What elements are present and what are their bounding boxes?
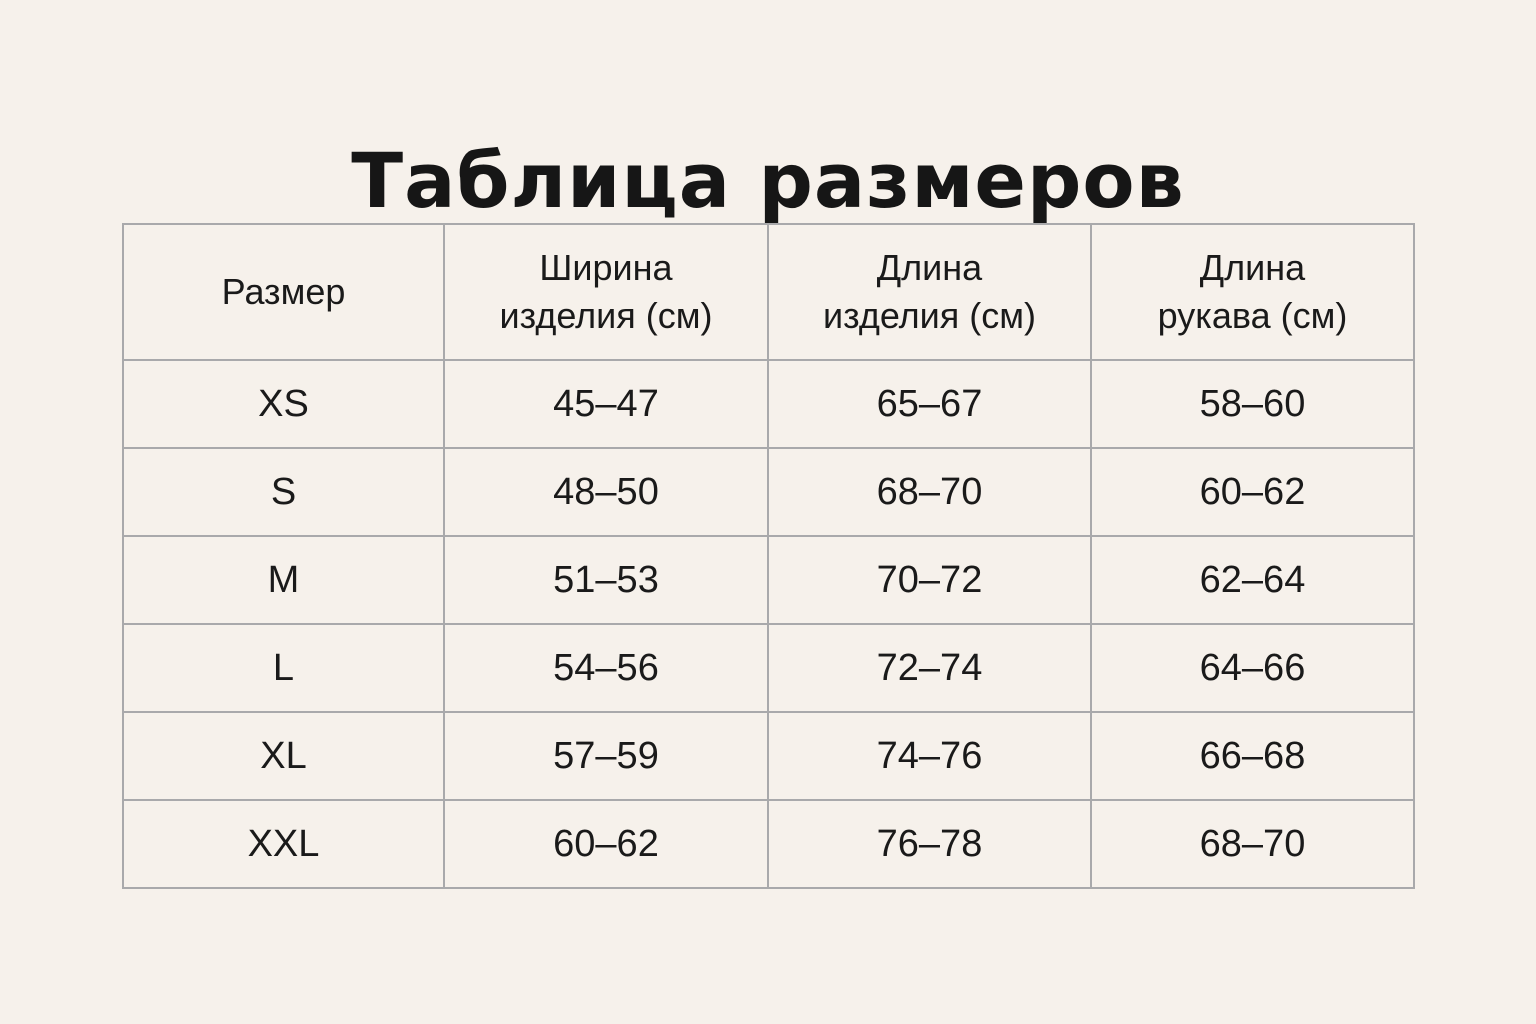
header-length: Длина изделия (см)	[767, 223, 1092, 361]
table-row: XXL 60–62 76–78 68–70	[122, 799, 1415, 889]
table-row: XL 57–59 74–76 66–68	[122, 711, 1415, 801]
header-length-line-2: изделия (см)	[823, 295, 1036, 336]
length-cell: 76–78	[767, 799, 1092, 889]
length-cell: 70–72	[767, 535, 1092, 625]
header-width-line-1: Ширина	[539, 247, 673, 288]
header-sleeve-length: Длина рукава (см)	[1090, 223, 1415, 361]
sleeve-cell: 60–62	[1090, 447, 1415, 537]
size-table: Размер Ширина изделия (см) Длина изделия…	[122, 223, 1415, 889]
header-sleeve-line-2: рукава (см)	[1157, 295, 1348, 336]
header-length-line-1: Длина	[876, 247, 983, 288]
width-cell: 60–62	[443, 799, 769, 889]
length-cell: 65–67	[767, 359, 1092, 449]
table-row: L 54–56 72–74 64–66	[122, 623, 1415, 713]
width-cell: 54–56	[443, 623, 769, 713]
table-row: XS 45–47 65–67 58–60	[122, 359, 1415, 449]
size-cell: XL	[122, 711, 445, 801]
page-title: Таблица размеров	[351, 135, 1185, 225]
size-cell: XXL	[122, 799, 445, 889]
length-cell: 72–74	[767, 623, 1092, 713]
sleeve-cell: 58–60	[1090, 359, 1415, 449]
header-size-line-1: Размер	[221, 271, 346, 312]
header-size: Размер	[122, 223, 445, 361]
width-cell: 45–47	[443, 359, 769, 449]
length-cell: 74–76	[767, 711, 1092, 801]
sleeve-cell: 66–68	[1090, 711, 1415, 801]
header-row: Размер Ширина изделия (см) Длина изделия…	[122, 223, 1415, 361]
size-cell: XS	[122, 359, 445, 449]
size-cell: L	[122, 623, 445, 713]
size-cell: M	[122, 535, 445, 625]
width-cell: 51–53	[443, 535, 769, 625]
sleeve-cell: 64–66	[1090, 623, 1415, 713]
size-table-body: XS 45–47 65–67 58–60 S 48–50 68–70 60–62…	[122, 359, 1415, 889]
table-row: M 51–53 70–72 62–64	[122, 535, 1415, 625]
header-sleeve-line-1: Длина	[1199, 247, 1306, 288]
size-table-header: Размер Ширина изделия (см) Длина изделия…	[122, 223, 1415, 361]
header-width: Ширина изделия (см)	[443, 223, 769, 361]
table-row: S 48–50 68–70 60–62	[122, 447, 1415, 537]
header-width-line-2: изделия (см)	[499, 295, 713, 336]
sleeve-cell: 62–64	[1090, 535, 1415, 625]
width-cell: 48–50	[443, 447, 769, 537]
length-cell: 68–70	[767, 447, 1092, 537]
sleeve-cell: 68–70	[1090, 799, 1415, 889]
width-cell: 57–59	[443, 711, 769, 801]
size-cell: S	[122, 447, 445, 537]
